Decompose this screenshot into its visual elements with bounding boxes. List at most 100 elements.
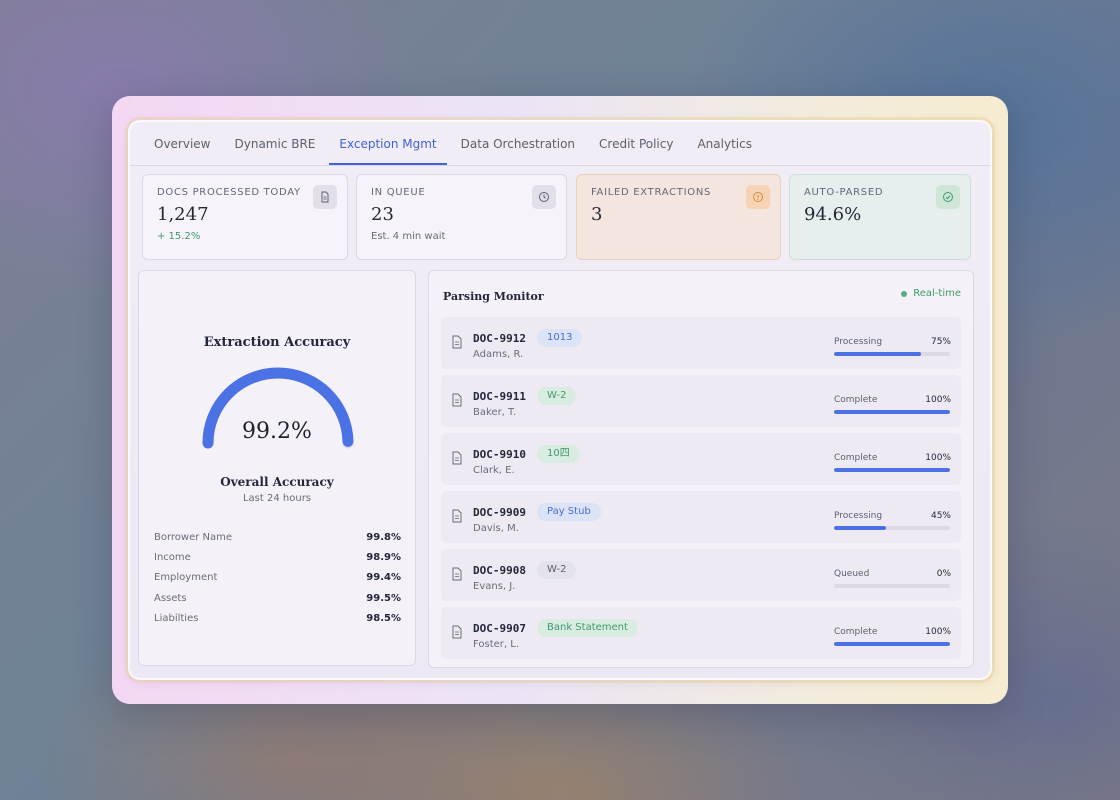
metric-name: Income <box>154 552 191 564</box>
status-label: Queued <box>834 569 870 579</box>
document-id: DOC-9908 <box>473 564 526 577</box>
document-icon <box>452 451 462 465</box>
check-circle-icon <box>936 185 960 209</box>
tab-overview[interactable]: Overview <box>154 137 211 151</box>
gauge-fill <box>202 367 354 449</box>
borrower-name: Baker, T. <box>473 407 517 418</box>
document-type-badge: 10四 <box>537 445 580 463</box>
stat-value: 23 <box>371 204 394 225</box>
document-type-badge: W-2 <box>537 561 577 579</box>
progress-percent: 100% <box>925 453 951 463</box>
status-dot-icon <box>901 290 908 297</box>
document-id: DOC-9912 <box>473 332 526 345</box>
tab-analytics[interactable]: Analytics <box>697 137 752 151</box>
progress-percent: 0% <box>936 569 951 579</box>
document-icon <box>452 393 462 407</box>
window-frame: Overview Dynamic BRE Exception Mgmt Data… <box>112 96 1008 704</box>
document-row[interactable]: DOC-9911 Baker, T. W-2 Complete 100% <box>441 375 961 427</box>
tab-credit-policy[interactable]: Credit Policy <box>599 137 674 151</box>
metric-name: Liabilties <box>154 613 199 625</box>
stat-trend: + 15.2% <box>157 231 201 242</box>
document-id: DOC-9907 <box>473 622 526 635</box>
document-icon <box>452 509 462 523</box>
progress-fill <box>834 526 887 530</box>
stat-value: 1,247 <box>157 204 209 225</box>
document-row[interactable]: DOC-9910 Clark, E. 10四 Complete 100% <box>441 433 961 485</box>
document-id: DOC-9909 <box>473 506 526 519</box>
stat-card-failed-extractions: FAILED EXTRACTIONS 3 <box>576 174 781 260</box>
progress-bar <box>834 410 950 414</box>
parsing-monitor-card: Parsing Monitor Real-time DOC-9912 Adams… <box>428 270 974 668</box>
stat-card-in-queue: IN QUEUE 23 Est. 4 min wait <box>356 174 567 260</box>
status-label: Complete <box>834 627 878 637</box>
dashboard-panel: Overview Dynamic BRE Exception Mgmt Data… <box>128 120 992 680</box>
stat-card-docs-processed: DOCS PROCESSED TODAY 1,247 + 15.2% <box>142 174 348 260</box>
alert-icon <box>746 185 770 209</box>
document-row[interactable]: DOC-9909 Davis, M. Pay Stub Processing 4… <box>441 491 961 543</box>
document-row[interactable]: DOC-9912 Adams, R. 1013 Processing 75% <box>441 317 961 369</box>
document-icon <box>452 335 462 349</box>
gauge-value: 99.2% <box>242 419 312 444</box>
stat-subtext: Est. 4 min wait <box>371 231 446 242</box>
document-row[interactable]: DOC-9908 Evans, J. W-2 Queued 0% <box>441 549 961 601</box>
period-label: Last 24 hours <box>242 493 312 504</box>
metric-name: Borrower Name <box>154 531 233 543</box>
progress-percent: 75% <box>930 337 951 347</box>
metric-value: 99.4% <box>366 572 401 584</box>
tab-data-orchestration[interactable]: Data Orchestration <box>460 137 576 151</box>
progress-percent: 100% <box>925 627 951 637</box>
stat-value: 94.6% <box>804 204 862 225</box>
progress-bar <box>834 584 950 588</box>
card-title: Extraction Accuracy <box>203 335 351 350</box>
borrower-name: Foster, L. <box>473 639 520 650</box>
progress-fill <box>834 642 950 646</box>
progress-percent: 100% <box>925 395 951 405</box>
status-label: Processing <box>834 337 883 347</box>
document-type-badge: Bank Statement <box>537 619 638 637</box>
metric-value: 98.5% <box>366 613 401 625</box>
progress-bar <box>834 526 950 530</box>
status-label: Complete <box>834 453 878 463</box>
stat-value: 3 <box>591 204 603 225</box>
tab-dynamic-bre[interactable]: Dynamic BRE <box>234 137 316 151</box>
realtime-label: Real-time <box>913 288 961 299</box>
progress-fill <box>834 352 921 356</box>
document-id: DOC-9910 <box>473 448 526 461</box>
document-id: DOC-9911 <box>473 390 526 403</box>
status-label: Processing <box>834 511 883 521</box>
status-label: Complete <box>834 395 878 405</box>
document-icon <box>452 625 462 639</box>
progress-bar <box>834 352 950 356</box>
extraction-accuracy-card: Extraction Accuracy 99.2% Overall Accura… <box>138 270 416 666</box>
metric-name: Employment <box>154 572 218 584</box>
accuracy-gauge <box>202 367 354 449</box>
tab-bar: Overview Dynamic BRE Exception Mgmt Data… <box>130 122 990 166</box>
document-row[interactable]: DOC-9907 Foster, L. Bank Statement Compl… <box>441 607 961 659</box>
document-list: DOC-9912 Adams, R. 1013 Processing 75% D… <box>441 317 961 665</box>
metric-row: Liabilties 98.5% <box>154 609 401 629</box>
metric-name: Assets <box>154 592 187 604</box>
borrower-name: Davis, M. <box>473 523 519 534</box>
stat-label: AUTO-PARSED <box>804 187 884 198</box>
document-type-badge: 1013 <box>537 329 583 347</box>
stat-card-auto-parsed: AUTO-PARSED 94.6% <box>789 174 971 260</box>
realtime-indicator: Real-time <box>901 288 961 299</box>
metrics-list: Borrower Name 99.8% Income 98.9% Employm… <box>154 527 401 629</box>
metric-row: Income 98.9% <box>154 547 401 567</box>
metric-value: 99.8% <box>366 531 401 543</box>
overall-accuracy-label: Overall Accuracy <box>220 475 334 489</box>
card-title: Parsing Monitor <box>443 290 544 303</box>
tab-exception-mgmt[interactable]: Exception Mgmt <box>327 122 448 165</box>
document-type-badge: W-2 <box>537 387 577 405</box>
progress-bar <box>834 468 950 472</box>
metric-row: Borrower Name 99.8% <box>154 527 401 547</box>
document-icon <box>452 567 462 581</box>
metric-row: Employment 99.4% <box>154 568 401 588</box>
borrower-name: Adams, R. <box>473 349 524 360</box>
progress-fill <box>834 468 950 472</box>
borrower-name: Clark, E. <box>473 465 515 476</box>
document-icon <box>313 185 337 209</box>
progress-percent: 45% <box>930 511 951 521</box>
borrower-name: Evans, J. <box>473 581 516 592</box>
progress-fill <box>834 410 950 414</box>
